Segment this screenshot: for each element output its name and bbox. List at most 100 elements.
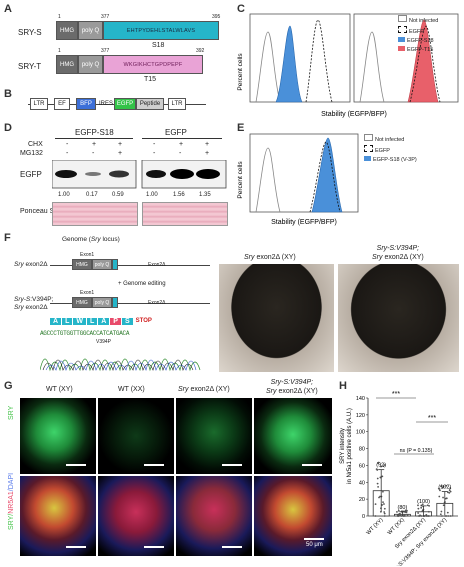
legend-egfp: EGFP bbox=[398, 26, 438, 37]
h-category-label: WT (XY) bbox=[366, 517, 385, 536]
h-data-point bbox=[419, 514, 421, 517]
h-data-point bbox=[439, 513, 442, 516]
h-ytick-label: 60 bbox=[359, 463, 365, 469]
photo1-title: Sry exon2Δ (XY) bbox=[244, 254, 296, 261]
h-data-point bbox=[374, 503, 377, 506]
h-data-point bbox=[421, 503, 424, 506]
g-img-r2c4: 50 μm bbox=[254, 476, 332, 556]
photo2-title: Sry-S:V394P; Sry exon2Δ (XY) bbox=[372, 245, 424, 261]
h-data-point bbox=[417, 507, 420, 510]
panel-c-legend: Not infected EGFP EGFP-S18 EGFP-T15 bbox=[398, 15, 438, 55]
h-data-point bbox=[441, 486, 444, 489]
band-5 bbox=[170, 169, 194, 179]
panel-letter-e: E bbox=[237, 122, 245, 134]
h-data-point bbox=[448, 492, 451, 494]
g-img-r2c1 bbox=[20, 476, 96, 556]
panel-e-plot: Percent cells Stability (EGFP/BFP) bbox=[237, 133, 359, 226]
plot-c1-frame bbox=[249, 13, 351, 103]
g-col3-title: Sry exon2Δ (XY) bbox=[178, 386, 230, 393]
g-row2-label: SRY/NR5A1/DAPI bbox=[8, 472, 15, 530]
h-ytick-label: 120 bbox=[356, 413, 365, 419]
panel-letter-h: H bbox=[339, 380, 347, 392]
h-ytick-label: 0 bbox=[362, 514, 365, 520]
v394p-label: V394P bbox=[96, 339, 112, 345]
h-data-point bbox=[417, 512, 420, 514]
h-data-point bbox=[441, 515, 443, 517]
h-data-point bbox=[444, 515, 447, 517]
h-data-point bbox=[397, 515, 400, 517]
h-data-point bbox=[447, 515, 450, 517]
legend-egfp-s18: EGFP-S18 bbox=[398, 37, 438, 46]
h-data-point bbox=[383, 512, 386, 515]
h-data-point bbox=[377, 462, 379, 464]
h-data-point bbox=[427, 510, 430, 513]
scale-bar bbox=[304, 538, 324, 540]
ponceau-blot-1 bbox=[52, 202, 138, 226]
f-polyq-top: poly Q bbox=[92, 259, 112, 270]
h-ytick-label: 80 bbox=[359, 447, 365, 453]
h-n-label: (92) bbox=[376, 463, 386, 469]
h-data-point bbox=[374, 515, 377, 517]
genome-label: Genome (Sry locus) bbox=[62, 236, 120, 243]
g-img-r1c3 bbox=[176, 398, 252, 474]
ltr-right-box: LTR bbox=[168, 98, 186, 110]
band-4 bbox=[146, 170, 166, 178]
h-data-point bbox=[437, 487, 440, 490]
peptide-box: Peptide bbox=[136, 98, 164, 110]
exon2d-label-top: Exon2Δ bbox=[148, 262, 166, 268]
group-egfp-s18: EGFP-S18 bbox=[75, 128, 114, 137]
sry-t-tag: T15 bbox=[144, 76, 157, 83]
exon2d-label-bottom: Exon2Δ bbox=[148, 300, 166, 306]
h-data-point bbox=[406, 513, 409, 516]
h-data-point bbox=[426, 515, 429, 517]
f-polyq-bottom: poly Q bbox=[92, 297, 112, 308]
h-data-point bbox=[376, 482, 379, 485]
h-data-point bbox=[439, 489, 441, 492]
h-data-point bbox=[376, 477, 379, 480]
e-egfp-curve bbox=[309, 141, 341, 213]
panel-h-chart: SRY intensity in Nr5a1 positive cells (A… bbox=[340, 391, 458, 566]
band-3 bbox=[109, 170, 129, 178]
sry-s-mid: 377 bbox=[101, 14, 110, 20]
sry-t-start: 1 bbox=[58, 48, 61, 54]
panel-letter-a: A bbox=[4, 3, 12, 15]
h-data-point bbox=[383, 464, 386, 466]
h-data-point bbox=[449, 487, 452, 490]
c1-egfp-curve bbox=[305, 19, 333, 103]
h-sig-2: *** bbox=[428, 415, 436, 422]
h-data-point bbox=[382, 465, 385, 468]
h-data-point bbox=[426, 504, 429, 507]
h-data-point bbox=[449, 490, 452, 493]
h-ytick-label: 100 bbox=[356, 430, 365, 436]
h-ytick-label: 140 bbox=[356, 396, 365, 402]
panel-c-ylabel: Percent cells bbox=[237, 53, 244, 91]
f-exon1-tail-bottom bbox=[112, 297, 118, 308]
h-data-point bbox=[440, 510, 443, 513]
f-hmg-bottom: HMG bbox=[72, 297, 92, 308]
bfp-box: BFP bbox=[76, 98, 96, 110]
sry-s-hmg-box: HMG bbox=[56, 21, 78, 40]
scale-bar-label: 50 μm bbox=[306, 542, 323, 548]
h-data-point bbox=[398, 512, 401, 515]
band-2 bbox=[85, 172, 101, 176]
mouse-photo-1 bbox=[219, 264, 334, 372]
sry-t-hmg-box: HMG bbox=[56, 55, 78, 74]
h-data-point bbox=[417, 504, 419, 507]
g-img-r2c2 bbox=[98, 476, 174, 556]
h-data-point bbox=[400, 515, 403, 517]
h-ylabel-2: in Nr5a1 positive cells (A.U.) bbox=[347, 408, 353, 484]
sry-t-sequence-box: WKGIKHCTGPDPEPF bbox=[103, 55, 203, 74]
mg132-label: MG132 bbox=[20, 150, 43, 157]
chromatogram bbox=[40, 358, 201, 372]
h-data-point bbox=[448, 489, 451, 492]
h-ylabel-1: SRY intensity bbox=[340, 428, 346, 464]
g-img-r1c4 bbox=[254, 398, 332, 474]
band-1 bbox=[55, 170, 77, 178]
h-data-point bbox=[383, 503, 385, 505]
legend-egfp-t15: EGFP-T15 bbox=[398, 46, 438, 55]
mouse-photo-2 bbox=[338, 264, 459, 372]
h-data-point bbox=[445, 497, 448, 500]
panel-letter-d: D bbox=[4, 122, 12, 134]
g-img-r2c3 bbox=[176, 476, 252, 556]
panel-e-ylabel: Percent cells bbox=[237, 161, 244, 199]
